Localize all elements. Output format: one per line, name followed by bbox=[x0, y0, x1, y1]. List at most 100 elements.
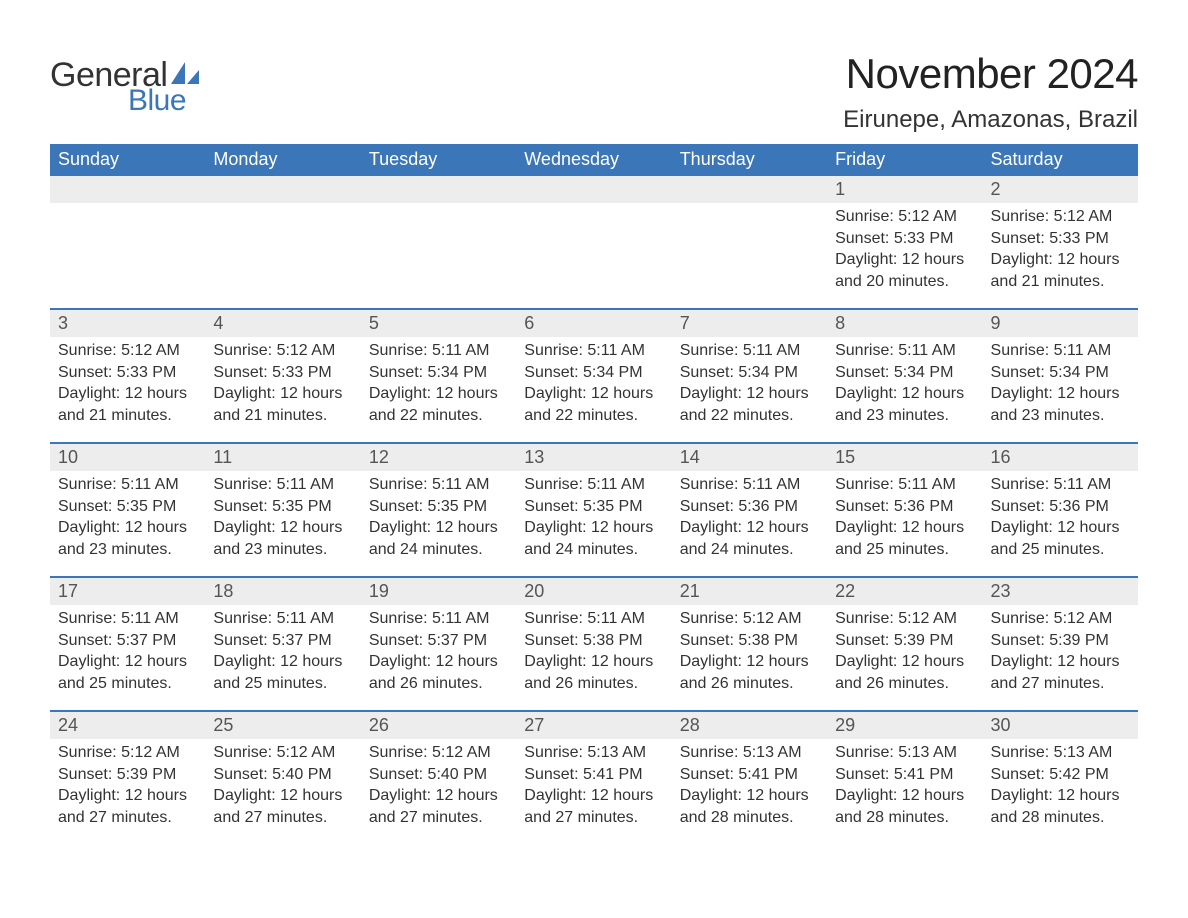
sunrise-line: Sunrise: 5:11 AM bbox=[213, 608, 352, 630]
day-cell: 23Sunrise: 5:12 AMSunset: 5:39 PMDayligh… bbox=[983, 578, 1138, 710]
day-number: 25 bbox=[205, 712, 360, 739]
day-body: Sunrise: 5:12 AMSunset: 5:40 PMDaylight:… bbox=[205, 739, 360, 828]
day-cell: 16Sunrise: 5:11 AMSunset: 5:36 PMDayligh… bbox=[983, 444, 1138, 576]
daylight-line: Daylight: 12 hours and 23 minutes. bbox=[835, 383, 974, 426]
daylight-line: Daylight: 12 hours and 27 minutes. bbox=[369, 785, 508, 828]
day-number bbox=[516, 176, 671, 203]
daylight-line: Daylight: 12 hours and 26 minutes. bbox=[680, 651, 819, 694]
day-number bbox=[50, 176, 205, 203]
sunrise-line: Sunrise: 5:11 AM bbox=[369, 474, 508, 496]
sunrise-line: Sunrise: 5:11 AM bbox=[991, 340, 1130, 362]
day-body: Sunrise: 5:11 AMSunset: 5:35 PMDaylight:… bbox=[516, 471, 671, 560]
day-cell: 8 Sunrise: 5:11 AMSunset: 5:34 PMDaylight… bbox=[827, 310, 982, 442]
sunrise-line: Sunrise: 5:11 AM bbox=[524, 474, 663, 496]
logo-word-blue: Blue bbox=[128, 86, 201, 116]
sunset-line: Sunset: 5:35 PM bbox=[369, 496, 508, 518]
sunset-line: Sunset: 5:41 PM bbox=[524, 764, 663, 786]
day-body: Sunrise: 5:12 AMSunset: 5:39 PMDaylight:… bbox=[50, 739, 205, 828]
day-body: Sunrise: 5:11 AMSunset: 5:34 PMDaylight:… bbox=[672, 337, 827, 426]
daylight-line: Daylight: 12 hours and 28 minutes. bbox=[991, 785, 1130, 828]
day-body: Sunrise: 5:11 AMSunset: 5:36 PMDaylight:… bbox=[983, 471, 1138, 560]
week-row: 3Sunrise: 5:12 AMSunset: 5:33 PMDaylight… bbox=[50, 308, 1138, 442]
sunset-line: Sunset: 5:33 PM bbox=[835, 228, 974, 250]
day-number: 29 bbox=[827, 712, 982, 739]
sunrise-line: Sunrise: 5:11 AM bbox=[680, 474, 819, 496]
daylight-line: Daylight: 12 hours and 25 minutes. bbox=[58, 651, 197, 694]
sunset-line: Sunset: 5:34 PM bbox=[524, 362, 663, 384]
month-title: November 2024 bbox=[843, 50, 1138, 98]
weekday-header: Wednesday bbox=[516, 144, 671, 176]
weekday-header: Friday bbox=[827, 144, 982, 176]
day-number bbox=[672, 176, 827, 203]
day-body: Sunrise: 5:12 AMSunset: 5:33 PMDaylight:… bbox=[983, 203, 1138, 292]
sunset-line: Sunset: 5:39 PM bbox=[991, 630, 1130, 652]
sunrise-line: Sunrise: 5:11 AM bbox=[835, 474, 974, 496]
sunset-line: Sunset: 5:37 PM bbox=[58, 630, 197, 652]
sunrise-line: Sunrise: 5:13 AM bbox=[835, 742, 974, 764]
sunrise-line: Sunrise: 5:11 AM bbox=[524, 340, 663, 362]
day-number: 26 bbox=[361, 712, 516, 739]
sunset-line: Sunset: 5:41 PM bbox=[680, 764, 819, 786]
sunset-line: Sunset: 5:42 PM bbox=[991, 764, 1130, 786]
sunrise-line: Sunrise: 5:11 AM bbox=[58, 608, 197, 630]
day-body: Sunrise: 5:11 AMSunset: 5:35 PMDaylight:… bbox=[361, 471, 516, 560]
sunrise-line: Sunrise: 5:12 AM bbox=[991, 608, 1130, 630]
weekday-header-row: SundayMondayTuesdayWednesdayThursdayFrid… bbox=[50, 144, 1138, 176]
day-cell: 29Sunrise: 5:13 AMSunset: 5:41 PMDayligh… bbox=[827, 712, 982, 844]
sunrise-line: Sunrise: 5:11 AM bbox=[835, 340, 974, 362]
sunset-line: Sunset: 5:34 PM bbox=[680, 362, 819, 384]
sunset-line: Sunset: 5:34 PM bbox=[369, 362, 508, 384]
week-row: 1Sunrise: 5:12 AMSunset: 5:33 PMDaylight… bbox=[50, 176, 1138, 308]
day-number: 27 bbox=[516, 712, 671, 739]
weekday-header: Tuesday bbox=[361, 144, 516, 176]
day-cell: 4Sunrise: 5:12 AMSunset: 5:33 PMDaylight… bbox=[205, 310, 360, 442]
day-body: Sunrise: 5:11 AMSunset: 5:34 PMDaylight:… bbox=[516, 337, 671, 426]
sunset-line: Sunset: 5:34 PM bbox=[835, 362, 974, 384]
day-number: 21 bbox=[672, 578, 827, 605]
day-cell: 1Sunrise: 5:12 AMSunset: 5:33 PMDaylight… bbox=[827, 176, 982, 308]
day-number: 9 bbox=[983, 310, 1138, 337]
day-cell: 19Sunrise: 5:11 AMSunset: 5:37 PMDayligh… bbox=[361, 578, 516, 710]
sunrise-line: Sunrise: 5:12 AM bbox=[991, 206, 1130, 228]
week-row: 10Sunrise: 5:11 AMSunset: 5:35 PMDayligh… bbox=[50, 442, 1138, 576]
weekday-header: Saturday bbox=[983, 144, 1138, 176]
sunset-line: Sunset: 5:33 PM bbox=[213, 362, 352, 384]
day-number: 30 bbox=[983, 712, 1138, 739]
daylight-line: Daylight: 12 hours and 25 minutes. bbox=[991, 517, 1130, 560]
sunset-line: Sunset: 5:34 PM bbox=[991, 362, 1130, 384]
day-body: Sunrise: 5:11 AMSunset: 5:37 PMDaylight:… bbox=[361, 605, 516, 694]
day-number: 19 bbox=[361, 578, 516, 605]
location: Eirunepe, Amazonas, Brazil bbox=[843, 106, 1138, 134]
day-cell: 30Sunrise: 5:13 AMSunset: 5:42 PMDayligh… bbox=[983, 712, 1138, 844]
sunrise-line: Sunrise: 5:13 AM bbox=[524, 742, 663, 764]
day-cell: 12Sunrise: 5:11 AMSunset: 5:35 PMDayligh… bbox=[361, 444, 516, 576]
day-cell bbox=[50, 176, 205, 308]
daylight-line: Daylight: 12 hours and 20 minutes. bbox=[835, 249, 974, 292]
day-body: Sunrise: 5:12 AMSunset: 5:38 PMDaylight:… bbox=[672, 605, 827, 694]
day-body: Sunrise: 5:13 AMSunset: 5:41 PMDaylight:… bbox=[516, 739, 671, 828]
sunrise-line: Sunrise: 5:11 AM bbox=[991, 474, 1130, 496]
day-cell bbox=[516, 176, 671, 308]
day-cell: 17Sunrise: 5:11 AMSunset: 5:37 PMDayligh… bbox=[50, 578, 205, 710]
daylight-line: Daylight: 12 hours and 23 minutes. bbox=[213, 517, 352, 560]
day-number: 12 bbox=[361, 444, 516, 471]
sunset-line: Sunset: 5:39 PM bbox=[58, 764, 197, 786]
daylight-line: Daylight: 12 hours and 25 minutes. bbox=[835, 517, 974, 560]
sunrise-line: Sunrise: 5:12 AM bbox=[835, 608, 974, 630]
day-number bbox=[205, 176, 360, 203]
day-cell: 20Sunrise: 5:11 AMSunset: 5:38 PMDayligh… bbox=[516, 578, 671, 710]
day-body: Sunrise: 5:11 AMSunset: 5:34 PMDaylight:… bbox=[361, 337, 516, 426]
daylight-line: Daylight: 12 hours and 24 minutes. bbox=[680, 517, 819, 560]
day-body: Sunrise: 5:11 AMSunset: 5:37 PMDaylight:… bbox=[50, 605, 205, 694]
sunrise-line: Sunrise: 5:11 AM bbox=[680, 340, 819, 362]
sunrise-line: Sunrise: 5:11 AM bbox=[369, 340, 508, 362]
day-cell: 25Sunrise: 5:12 AMSunset: 5:40 PMDayligh… bbox=[205, 712, 360, 844]
title-block: November 2024 Eirunepe, Amazonas, Brazil bbox=[843, 50, 1138, 134]
day-cell: 7Sunrise: 5:11 AMSunset: 5:34 PMDaylight… bbox=[672, 310, 827, 442]
day-number: 1 bbox=[827, 176, 982, 203]
day-number: 8 bbox=[827, 310, 982, 337]
sunrise-line: Sunrise: 5:12 AM bbox=[58, 742, 197, 764]
sunrise-line: Sunrise: 5:13 AM bbox=[680, 742, 819, 764]
day-cell: 5Sunrise: 5:11 AMSunset: 5:34 PMDaylight… bbox=[361, 310, 516, 442]
week-row: 17Sunrise: 5:11 AMSunset: 5:37 PMDayligh… bbox=[50, 576, 1138, 710]
